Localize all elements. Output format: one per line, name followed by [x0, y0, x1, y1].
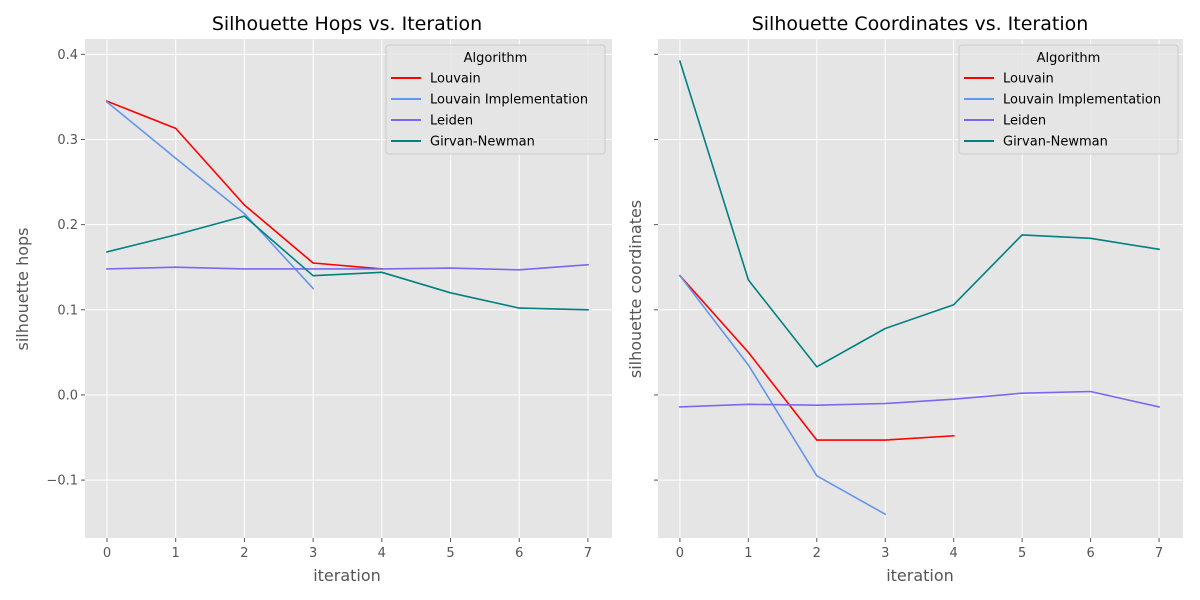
- hops-y-tick-label: 0.2: [57, 218, 78, 233]
- hops-series-louvain-implementation-line: [105, 100, 315, 290]
- hops-x-axis-label: iteration: [313, 566, 381, 585]
- hops-y-tick-label: 0.0: [57, 388, 78, 403]
- coordinates-x-tick-label: 0: [676, 546, 684, 561]
- hops-legend-box: [385, 44, 606, 155]
- hops-legend-label-leiden: Leiden: [430, 114, 473, 129]
- coordinates-legend-label-louvain: Louvain: [1003, 72, 1054, 87]
- hops-y-axis-label: silhouette hops: [13, 227, 32, 350]
- hops-legend-label-louvain: Louvain: [430, 72, 481, 87]
- hops-y-tick-label: 0.3: [57, 133, 78, 148]
- coordinates-legend-label-louvain-implementation: Louvain Implementation: [1003, 93, 1161, 108]
- hops-series-louvain-line: [105, 100, 383, 270]
- hops-legend: Algorithm Louvain Louvain Implementation Le…: [385, 44, 606, 155]
- coordinates-series-leiden-line: [679, 390, 1160, 408]
- coordinates-legend: Algorithm Louvain Louvain Implementation Le…: [958, 44, 1179, 155]
- hops-y-tick-label: 0.1: [57, 303, 78, 318]
- coordinates-chart-panel: Silhouette Coordinates vs. Iteration ite…: [626, 13, 1183, 585]
- hops-series-lines: [105, 100, 589, 311]
- coordinates-x-tick-label: 4: [950, 546, 958, 561]
- coordinates-x-tick-label: 7: [1155, 546, 1163, 561]
- hops-x-tick-label: 5: [446, 546, 454, 561]
- coordinates-x-tick-label: 5: [1018, 546, 1026, 561]
- hops-series-leiden-line: [106, 263, 589, 271]
- hops-legend-label-girvan-newman: Girvan-Newman: [430, 135, 535, 150]
- coordinates-ticks: 0 1 2 3 4 5 6 7: [654, 53, 1163, 561]
- hops-y-tick-label: −0.1: [46, 474, 78, 489]
- coordinates-x-tick-label: 3: [881, 546, 889, 561]
- hops-x-tick-label: 2: [240, 546, 248, 561]
- coordinates-x-tick-label: 2: [813, 546, 821, 561]
- coordinates-x-axis-label: iteration: [886, 566, 954, 585]
- hops-x-tick-label: 6: [515, 546, 523, 561]
- hops-y-tick-label: 0.4: [57, 48, 78, 63]
- hops-x-tick-label: 0: [103, 546, 111, 561]
- coordinates-x-tick-label: 6: [1086, 546, 1094, 561]
- coordinates-legend-label-girvan-newman: Girvan-Newman: [1003, 135, 1108, 150]
- hops-ticks: 0 1 2 3 4 5 6 7 −0.1 0.0 0.1 0.2 0.3 0.4: [46, 48, 592, 561]
- coordinates-series-girvan-newman-line: [678, 60, 1160, 368]
- coordinates-x-tick-label: 1: [744, 546, 752, 561]
- hops-series-girvan-newman-line: [106, 215, 589, 311]
- hops-legend-label-louvain-implementation: Louvain Implementation: [430, 93, 588, 108]
- coordinates-chart-title: Silhouette Coordinates vs. Iteration: [752, 13, 1089, 35]
- hops-chart-title: Silhouette Hops vs. Iteration: [212, 13, 482, 35]
- coordinates-series-louvain-line: [678, 274, 955, 441]
- hops-x-tick-label: 3: [309, 546, 317, 561]
- hops-x-tick-label: 1: [172, 546, 180, 561]
- coordinates-series-lines: [678, 60, 1160, 516]
- coordinates-series-louvain-implementation-line: [678, 274, 887, 516]
- hops-legend-title: Algorithm: [464, 51, 528, 66]
- hops-x-tick-label: 4: [378, 546, 386, 561]
- hops-chart-panel: Silhouette Hops vs. Iteration iteration …: [13, 13, 612, 585]
- hops-x-tick-label: 7: [584, 546, 592, 561]
- coordinates-legend-title: Algorithm: [1037, 51, 1101, 66]
- coordinates-legend-label-leiden: Leiden: [1003, 114, 1046, 129]
- coordinates-legend-box: [958, 44, 1179, 155]
- coordinates-y-axis-label: silhouette coordinates: [626, 200, 645, 378]
